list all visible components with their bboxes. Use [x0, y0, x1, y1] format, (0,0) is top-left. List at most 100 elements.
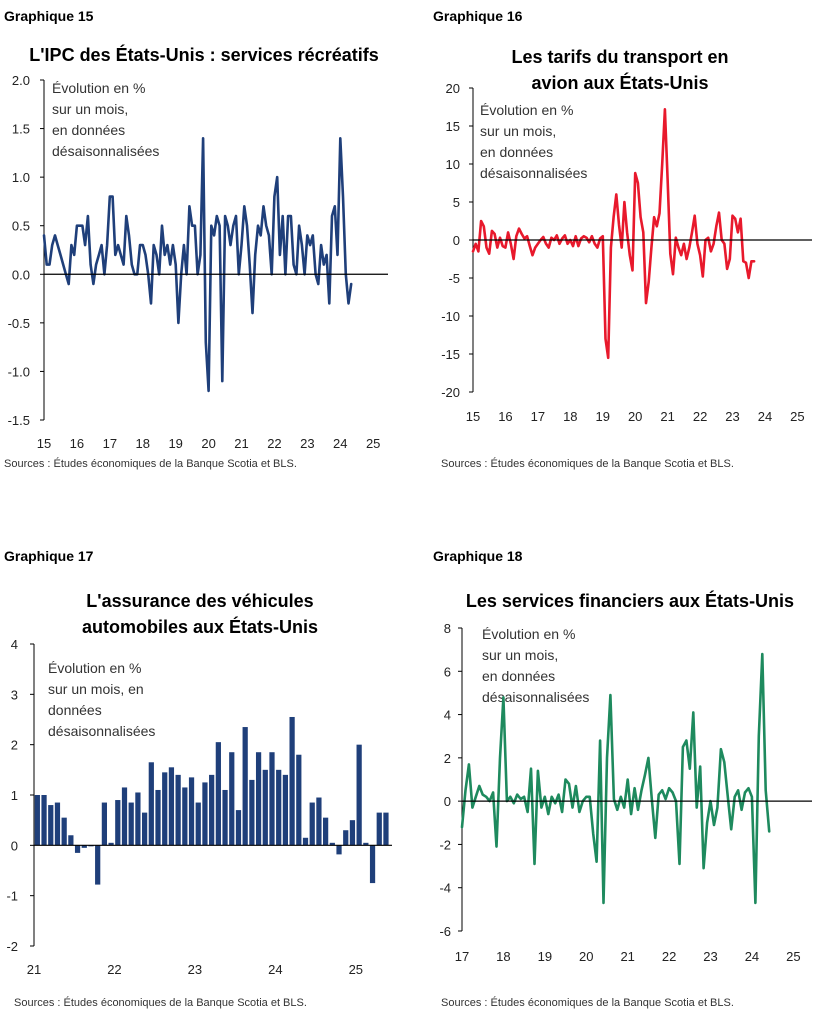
chart-title-line: Les services financiers aux États-Unis [465, 591, 795, 611]
bar [249, 779, 255, 846]
bar [61, 817, 67, 846]
x-tick-label: 23 [188, 962, 202, 977]
chart-title: Les tarifs du transport en avion aux Éta… [470, 44, 770, 96]
x-tick-label: 16 [498, 409, 512, 424]
bar [235, 810, 242, 846]
bar [162, 772, 168, 846]
y-tick-label: 1 [11, 788, 18, 803]
chart-note: Évolution en % sur un mois, en données d… [52, 78, 159, 162]
bar [215, 742, 221, 846]
bar [222, 789, 228, 846]
y-tick-label: 20 [446, 81, 460, 96]
chart-title-line: L'IPC des États-Unis : services récréati… [29, 45, 379, 65]
bar [188, 777, 195, 846]
bar [356, 744, 362, 846]
y-tick-label: 4 [11, 637, 18, 652]
y-tick-label: 0 [453, 233, 460, 248]
y-tick-label: -10 [441, 309, 460, 324]
bar [289, 716, 295, 846]
bar [195, 802, 201, 846]
x-tick-label: 22 [107, 962, 121, 977]
bar [141, 812, 148, 846]
bar [101, 802, 108, 846]
y-tick-label: 5 [453, 195, 460, 210]
chart-note: Évolution en % sur un mois, en données d… [480, 100, 587, 184]
x-tick-label: 16 [70, 436, 84, 451]
x-tick-label: 25 [366, 436, 380, 451]
x-tick-label: 15 [466, 409, 480, 424]
chart-title-line: automobiles aux États-Unis [81, 617, 319, 637]
series-line [471, 108, 756, 360]
bar [108, 842, 114, 846]
x-tick-label: 21 [660, 409, 674, 424]
chart-number-label: Graphique 17 [4, 548, 94, 564]
chart-title-line: avion aux États-Unis [531, 73, 709, 93]
x-tick-label: 21 [234, 436, 248, 451]
chart-source: Sources : Études économiques de la Banqu… [4, 458, 297, 470]
bar [74, 845, 81, 853]
y-tick-label: -1.0 [8, 364, 30, 379]
x-tick-label: 20 [579, 949, 593, 964]
chart-number-label: Graphique 16 [433, 8, 523, 24]
x-tick-label: 25 [786, 949, 800, 964]
y-tick-label: 0.0 [12, 267, 30, 282]
x-tick-label: 25 [349, 962, 363, 977]
bar [175, 774, 181, 846]
y-tick-label: 15 [446, 119, 460, 134]
y-tick-label: 0 [11, 838, 18, 853]
x-tick-label: 18 [563, 409, 577, 424]
bar [95, 845, 101, 885]
chart-title: L'IPC des États-Unis : services récréati… [20, 42, 388, 68]
chart-note: Évolution en % sur un mois, en données d… [48, 658, 155, 742]
bar [302, 837, 309, 846]
bar [182, 787, 188, 846]
chart-number-label: Graphique 15 [4, 8, 94, 24]
x-tick-label: 20 [628, 409, 642, 424]
y-tick-label: 4 [444, 708, 451, 723]
bar [383, 812, 389, 846]
x-tick-label: 18 [136, 436, 150, 451]
y-tick-label: 6 [444, 664, 451, 679]
bar [276, 769, 282, 846]
chart-note-line: en données désaisonnalisées [482, 668, 590, 705]
x-tick-label: 17 [103, 436, 117, 451]
bar [262, 769, 268, 846]
bar [54, 802, 61, 846]
chart-note-line: Évolution en % sur un mois, [52, 80, 146, 117]
y-tick-label: -20 [441, 385, 460, 400]
chart-title-line: Les tarifs du transport en [511, 47, 729, 67]
y-tick-label: -2 [439, 837, 451, 852]
x-tick-label: 17 [455, 949, 469, 964]
x-tick-label: 23 [725, 409, 739, 424]
x-tick-label: 17 [531, 409, 545, 424]
chart-note-line: Évolution en % sur un mois, en [48, 660, 144, 697]
x-tick-label: 24 [333, 436, 347, 451]
bar [121, 787, 128, 846]
x-tick-label: 25 [790, 409, 804, 424]
bar [336, 845, 342, 855]
x-tick-label: 19 [168, 436, 182, 451]
y-tick-label: -2 [6, 939, 18, 954]
bar [376, 812, 382, 846]
x-tick-label: 24 [745, 949, 759, 964]
bar [128, 802, 134, 846]
chart-source: Sources : Études économiques de la Banqu… [441, 458, 734, 470]
x-tick-label: 23 [703, 949, 717, 964]
y-tick-label: 2 [444, 751, 451, 766]
chart-title-line: L'assurance des véhicules [86, 591, 314, 611]
x-tick-label: 18 [496, 949, 510, 964]
bar [81, 845, 87, 848]
x-tick-label: 19 [538, 949, 552, 964]
y-tick-label: 2.0 [12, 73, 30, 88]
x-tick-label: 22 [662, 949, 676, 964]
x-tick-label: 22 [693, 409, 707, 424]
bar [202, 782, 208, 846]
y-tick-label: -6 [439, 924, 451, 939]
chart-note-line: en données désaisonnalisées [52, 122, 160, 159]
bar [269, 752, 275, 846]
y-tick-label: -0.5 [8, 316, 30, 331]
bar [68, 835, 74, 846]
bar [115, 800, 121, 846]
